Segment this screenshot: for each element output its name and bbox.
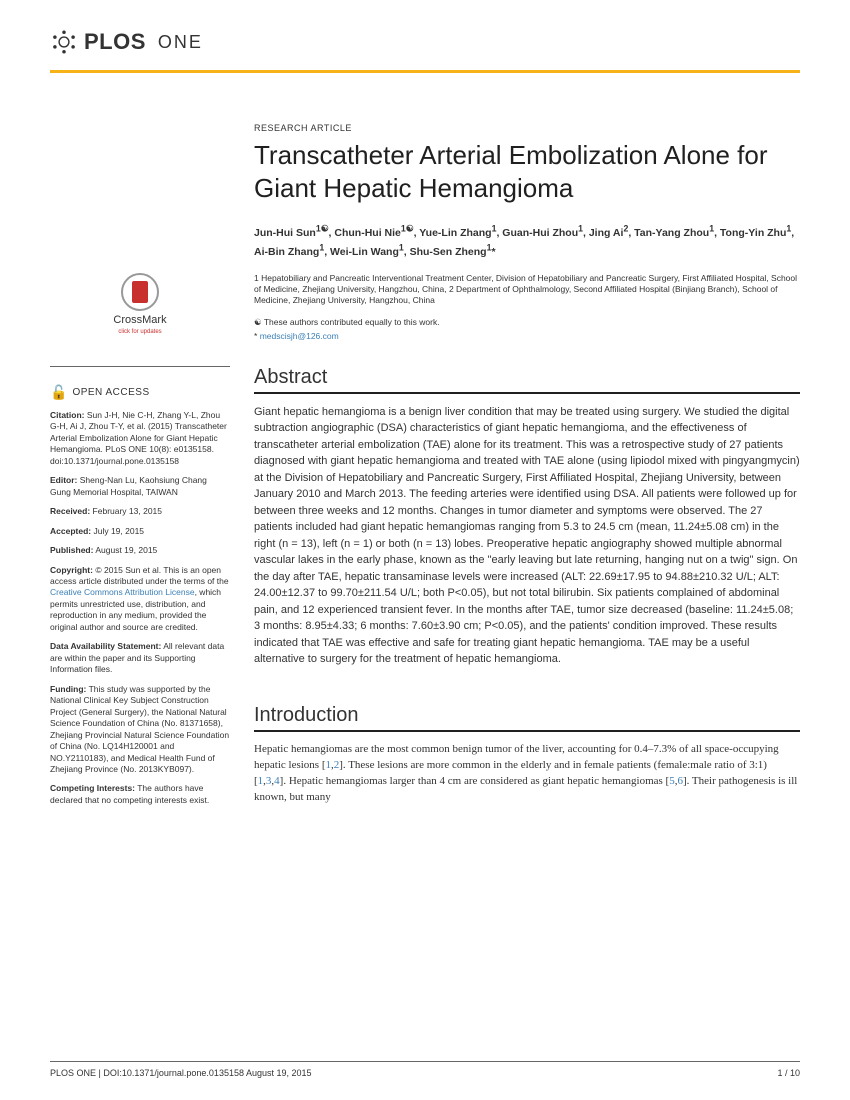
article-title: Transcatheter Arterial Embolization Alon…	[254, 139, 800, 204]
page-footer: PLOS ONE | DOI:10.1371/journal.pone.0135…	[50, 1061, 800, 1078]
footer-citation: PLOS ONE | DOI:10.1371/journal.pone.0135…	[50, 1068, 312, 1078]
introduction-heading: Introduction	[254, 704, 800, 732]
accepted: Accepted: July 19, 2015	[50, 526, 230, 537]
page-number: 1 / 10	[777, 1068, 800, 1078]
page-header: PLOS ONE	[0, 0, 850, 56]
published: Published: August 19, 2015	[50, 545, 230, 556]
crossmark-icon	[121, 273, 159, 311]
author-list: Jun-Hui Sun1☯, Chun-Hui Nie1☯, Yue-Lin Z…	[254, 222, 800, 261]
editor: Editor: Sheng-Nan Lu, Kaohsiung Chang Gu…	[50, 475, 230, 498]
equal-contribution-note: ☯ These authors contributed equally to t…	[254, 317, 800, 328]
article-type: RESEARCH ARTICLE	[254, 123, 800, 133]
data-availability: Data Availability Statement: All relevan…	[50, 641, 230, 675]
correspondence-email[interactable]: medscisjh@126.com	[260, 331, 339, 341]
citation: Citation: Sun J-H, Nie C-H, Zhang Y-L, Z…	[50, 410, 230, 467]
logo-text-light: ONE	[158, 32, 203, 53]
plos-logo-icon	[50, 28, 78, 56]
cc-license-link[interactable]: Creative Commons Attribution License	[50, 587, 195, 597]
sidebar: CrossMark click for updates 🔓 OPEN ACCES…	[50, 273, 230, 814]
open-access-label: OPEN ACCESS	[72, 386, 149, 400]
crossmark-label: CrossMark	[50, 313, 230, 328]
received: Received: February 13, 2015	[50, 506, 230, 517]
correspondence: * medscisjh@126.com	[254, 331, 800, 341]
introduction-body: Hepatic hemangiomas are the most common …	[254, 742, 800, 806]
abstract-heading: Abstract	[254, 366, 800, 394]
crossmark-sublabel: click for updates	[50, 328, 230, 336]
copyright: Copyright: © 2015 Sun et al. This is an …	[50, 565, 230, 634]
abstract-body: Giant hepatic hemangioma is a benign liv…	[254, 404, 800, 668]
lock-icon: 🔓	[50, 383, 67, 402]
journal-logo: PLOS ONE	[50, 28, 800, 56]
logo-text-bold: PLOS	[84, 29, 146, 55]
sidebar-divider	[50, 366, 230, 367]
open-access-row: 🔓 OPEN ACCESS	[50, 383, 230, 402]
competing-interests: Competing Interests: The authors have de…	[50, 783, 230, 806]
crossmark-badge[interactable]: CrossMark click for updates	[50, 273, 230, 336]
funding: Funding: This study was supported by the…	[50, 684, 230, 776]
affiliations: 1 Hepatobiliary and Pancreatic Intervent…	[254, 273, 800, 307]
main-column: RESEARCH ARTICLE Transcatheter Arterial …	[254, 73, 800, 814]
